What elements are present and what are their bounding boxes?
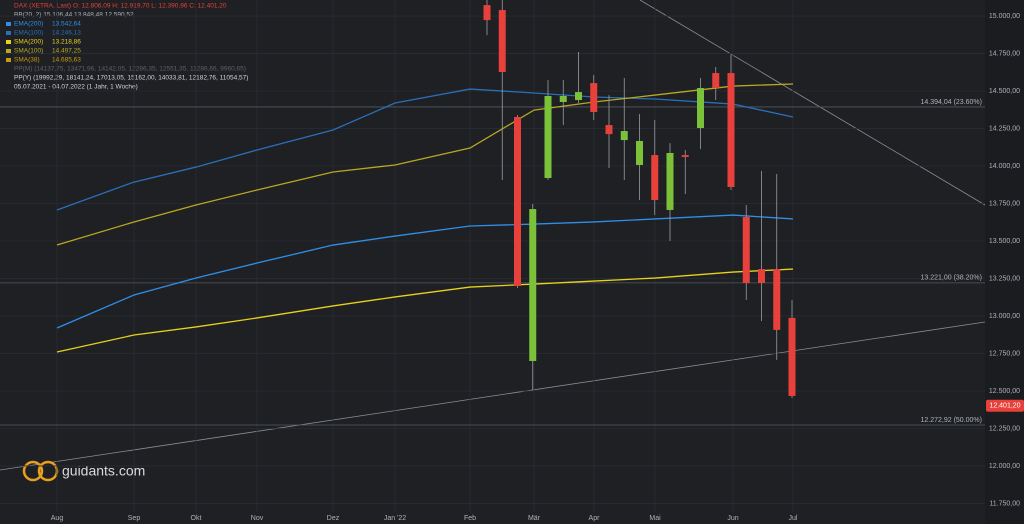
y-tick-label: 14.750,00 — [989, 50, 1020, 57]
candle-body — [636, 140, 643, 165]
y-tick-label: 14.250,00 — [989, 125, 1020, 132]
legend-title: DAX (XETRA, Last) O: 12.806,09 H: 12.919… — [14, 3, 227, 10]
candle-body — [758, 269, 765, 283]
indicator-line — [56, 88, 794, 211]
candle-body — [544, 95, 552, 179]
y-tick-label: 14.000,00 — [989, 163, 1020, 170]
candle-body — [498, 10, 506, 72]
brand: guidants.com — [62, 463, 145, 479]
x-tick-label: Aug — [51, 515, 64, 522]
legend-entry: SMA(38) — [14, 57, 40, 64]
price-tag — [986, 399, 1024, 412]
legend-entry: SMA(100) — [14, 48, 43, 55]
y-tick-label: 13.750,00 — [989, 200, 1020, 207]
legend-swatch — [6, 58, 11, 62]
x-tick-label: Jan '22 — [384, 515, 406, 522]
candle-body — [788, 317, 796, 396]
legend-entry: SMA(200) — [14, 39, 43, 46]
candle-body — [712, 73, 720, 89]
candle-body — [681, 155, 689, 158]
x-tick-label: Okt — [191, 515, 202, 522]
y-tick-label: 14.500,00 — [989, 88, 1020, 95]
indicator-line — [56, 83, 794, 246]
y-tick-label: 13.500,00 — [989, 238, 1020, 245]
candle-body — [575, 92, 582, 101]
legend-line: BB(20, 2) 15.106,44 13.848,48 12.590,52 — [14, 12, 134, 19]
legend-swatch — [6, 22, 11, 26]
candle-body — [529, 209, 537, 361]
y-tick-label: 12.250,00 — [989, 425, 1020, 432]
fib-label: 13.221,00 (38.20%) — [921, 275, 983, 282]
axis-panel — [985, 0, 1024, 524]
y-tick-label: 11.750,00 — [989, 500, 1020, 507]
legend-entry: EMA(100) — [14, 30, 43, 37]
fib-label: 12.272,92 (50.00%) — [921, 417, 983, 424]
indicator-line — [56, 268, 794, 353]
x-tick-label: Nov — [251, 515, 264, 522]
y-tick-label: 13.250,00 — [989, 275, 1020, 282]
y-tick-label: 15.000,00 — [989, 13, 1020, 20]
y-tick-label: 12.000,00 — [989, 463, 1020, 470]
trend-line — [639, 0, 986, 206]
y-tick-label: 13.000,00 — [989, 313, 1020, 320]
candle-body — [697, 88, 704, 129]
legend-entry: EMA(200) — [14, 21, 43, 28]
legend-value: 14.246,13 — [52, 30, 81, 37]
fib-label: 14.394,04 (23.60%) — [921, 99, 983, 106]
legend-value: 13.542,64 — [52, 21, 81, 28]
x-tick-label: Feb — [464, 515, 476, 522]
y-tick-label: 12.750,00 — [989, 350, 1020, 357]
candle-body — [590, 83, 598, 113]
legend-line: PP(Y) (19992,29, 18141,24, 17013,05, 151… — [14, 75, 248, 82]
candle-body — [651, 155, 659, 201]
candle-body — [514, 116, 521, 286]
x-tick-label: Apr — [589, 515, 601, 522]
x-tick-label: Dez — [327, 515, 340, 522]
candle-body — [742, 217, 750, 283]
legend-swatch — [6, 49, 11, 53]
legend-line: PP(M) (14137,75, 13471,96, 14142,05, 122… — [14, 66, 246, 73]
legend-swatch — [6, 31, 11, 35]
brand-logo — [22, 460, 44, 482]
trend-line — [0, 321, 986, 471]
candle-body — [666, 152, 674, 210]
price-tag-label: 12.401,20 — [989, 403, 1020, 410]
y-tick-label: 12.500,00 — [989, 388, 1020, 395]
x-tick-label: Sep — [128, 515, 141, 522]
x-tick-label: Mai — [649, 515, 661, 522]
candle-body — [620, 131, 628, 141]
candle-body — [727, 73, 735, 188]
legend-value: 14.497,25 — [52, 48, 81, 55]
legend-value: 13.218,86 — [52, 39, 81, 46]
legend-value: 14.685,63 — [52, 57, 81, 64]
legend-swatch — [6, 40, 11, 44]
x-tick-label: Jun — [727, 515, 738, 522]
candle-body — [559, 95, 567, 102]
candle-body — [605, 125, 613, 135]
x-tick-label: Mär — [528, 515, 541, 522]
x-tick-label: Jul — [789, 515, 798, 522]
legend-line: 05.07.2021 - 04.07.2022 (1 Jahr, 1 Woche… — [14, 84, 138, 91]
candle-body — [483, 5, 491, 21]
indicator-line — [56, 214, 794, 329]
candle-body — [773, 269, 781, 330]
